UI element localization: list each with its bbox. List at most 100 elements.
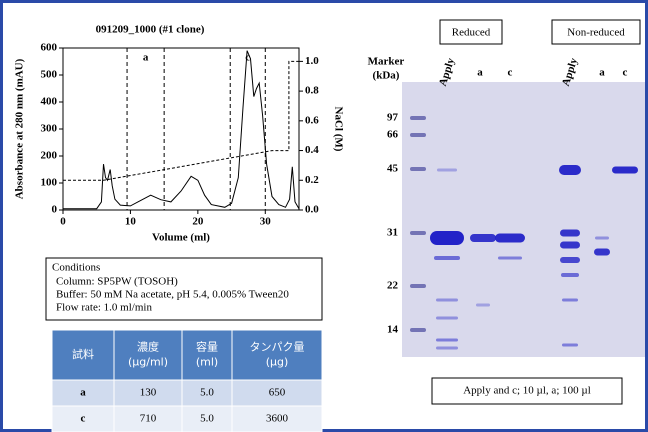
marker-kda: 97 [387,112,399,124]
y-tick-label: 200 [41,150,58,162]
x-axis-label: Volume (ml) [152,232,210,244]
y-tick-label: 300 [41,123,58,135]
x-tick-label: 0 [60,216,66,228]
fraction-label: a [143,52,149,64]
band [436,316,458,320]
cell-text: c [81,413,86,425]
y2-axis-label: NaCl (M) [332,107,344,152]
lane-label: a [477,67,483,79]
band [410,116,426,120]
header-cell [231,329,323,381]
lane-label: c [623,67,628,79]
chart-title: 091209_1000 (#1 clone) [96,24,205,36]
gel-background [402,82,645,357]
table-cell [231,405,323,432]
band [410,328,426,332]
band [410,167,426,171]
gel-header: Reduced [452,27,491,39]
x-tick-label: 30 [260,216,272,228]
cell-text: a [80,387,86,399]
cell-text: 5.0 [200,387,214,399]
x-tick-label: 20 [192,216,204,228]
conditions-line: Column: SP5PW (TOSOH) [56,276,178,288]
band [476,303,490,307]
header-text: (ml) [196,356,218,369]
header-text: 試料 [72,347,94,361]
marker-kda: 14 [387,324,399,336]
band [560,257,580,263]
band [410,284,426,288]
y-axis-label: Absorbance at 280 nm (mAU) [14,58,26,199]
y-tick-label: 500 [41,69,58,81]
header-box [551,19,641,45]
conditions-title: Conditions [52,262,100,274]
fraction-label: c [245,52,250,64]
y-tick-label: 100 [41,177,58,189]
conditions-line: Flow rate: 1.0 ml/min [56,302,152,314]
cell-text: 710 [140,413,157,425]
band [436,298,458,302]
band [612,166,638,174]
marker-kda: 22 [387,280,399,292]
x-tick-label: 10 [125,216,137,228]
conditions-line: Buffer: 50 mM Na acetate, pH 5.4, 0.005%… [56,289,289,301]
lane-label: a [599,67,605,79]
header-text: (μg) [266,356,289,369]
conditions-frame [45,257,323,321]
marker-kda: 66 [387,129,399,141]
band [430,231,464,245]
band [595,236,609,240]
table-cell [51,405,115,432]
conditions-box: Conditions Column: SP5PW (TOSOH)Buffer: 5… [45,257,323,321]
cell-text: 650 [269,387,286,399]
header-text: 濃度 [137,340,159,354]
band [436,338,458,342]
y2-tick-label: 0.8 [305,85,319,97]
lane-label: c [508,67,513,79]
header-cell [181,329,233,381]
y-tick-label: 400 [41,96,58,108]
gel-header: Non-reduced [567,27,625,39]
cell-text: 5.0 [200,413,214,425]
y-tick-label: 0 [52,204,58,216]
y2-tick-label: 0.6 [305,114,319,126]
cell-text: 3600 [266,413,289,425]
table-cell [51,379,115,407]
band [562,343,578,347]
band [561,273,579,277]
marker-kda: 45 [387,163,399,175]
band [562,298,578,302]
table-cell [113,405,183,432]
y2-tick-label: 0.4 [305,144,319,156]
y2-tick-label: 1.0 [305,55,319,67]
table-cell [231,379,323,407]
y2-tick-label: 0.0 [305,204,319,216]
band [560,229,580,237]
absorbance-line [63,50,300,210]
cell-text: 130 [140,387,157,399]
band [410,231,426,235]
band [559,165,581,175]
band [560,241,580,249]
band [470,234,496,242]
header-text: 容量 [196,340,218,354]
header-text: (μg/ml) [128,356,168,369]
header-box [439,19,503,45]
gel-caption: Apply and c; 10 µl, a; 100 µl [463,385,591,397]
table-cell [181,379,233,407]
band [434,256,460,260]
y2-tick-label: 0.2 [305,174,319,186]
band [410,133,426,137]
band [594,248,610,256]
band [436,346,458,350]
marker-label: Marker [368,56,405,68]
marker-label: (kDa) [373,70,400,82]
band [437,168,457,172]
table: 試料 濃度 (μg/ml) 容量 (ml) タンパク量 (μg) a 130 5.0 650 c 710… [51,329,323,432]
header-text: タンパク量 [250,341,305,354]
nacl-line [63,60,299,181]
band [498,256,522,260]
